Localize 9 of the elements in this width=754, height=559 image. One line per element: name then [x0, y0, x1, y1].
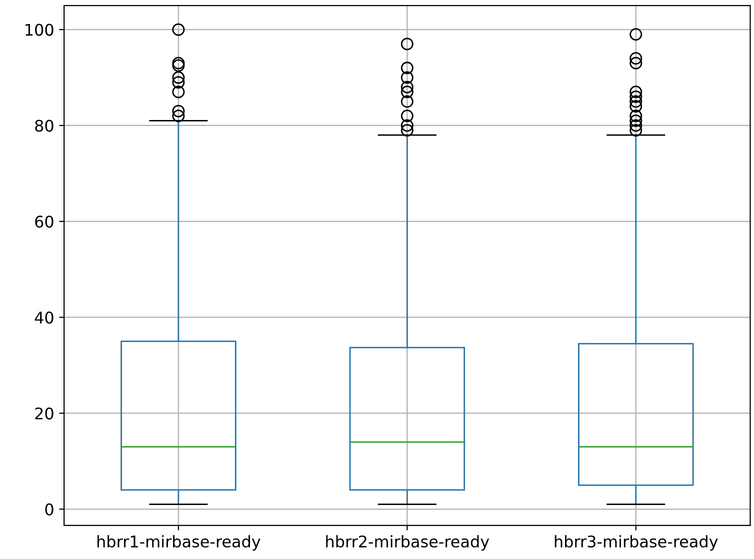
y-tick-label: 40 — [34, 312, 54, 324]
x-tick-label: hbrr1-mirbase-ready — [97, 535, 260, 551]
y-tick-label: 20 — [35, 407, 54, 420]
y-tick-label: 0 — [45, 503, 54, 516]
y-tick-label: 60 — [35, 216, 54, 228]
x-tick-label: hbrr2-mirbase-ready — [326, 535, 490, 551]
y-tick-label: 100 — [26, 24, 54, 36]
x-tick-label: hbrr3-mirbase-ready — [554, 535, 718, 551]
y-tick-label: 80 — [35, 120, 54, 132]
